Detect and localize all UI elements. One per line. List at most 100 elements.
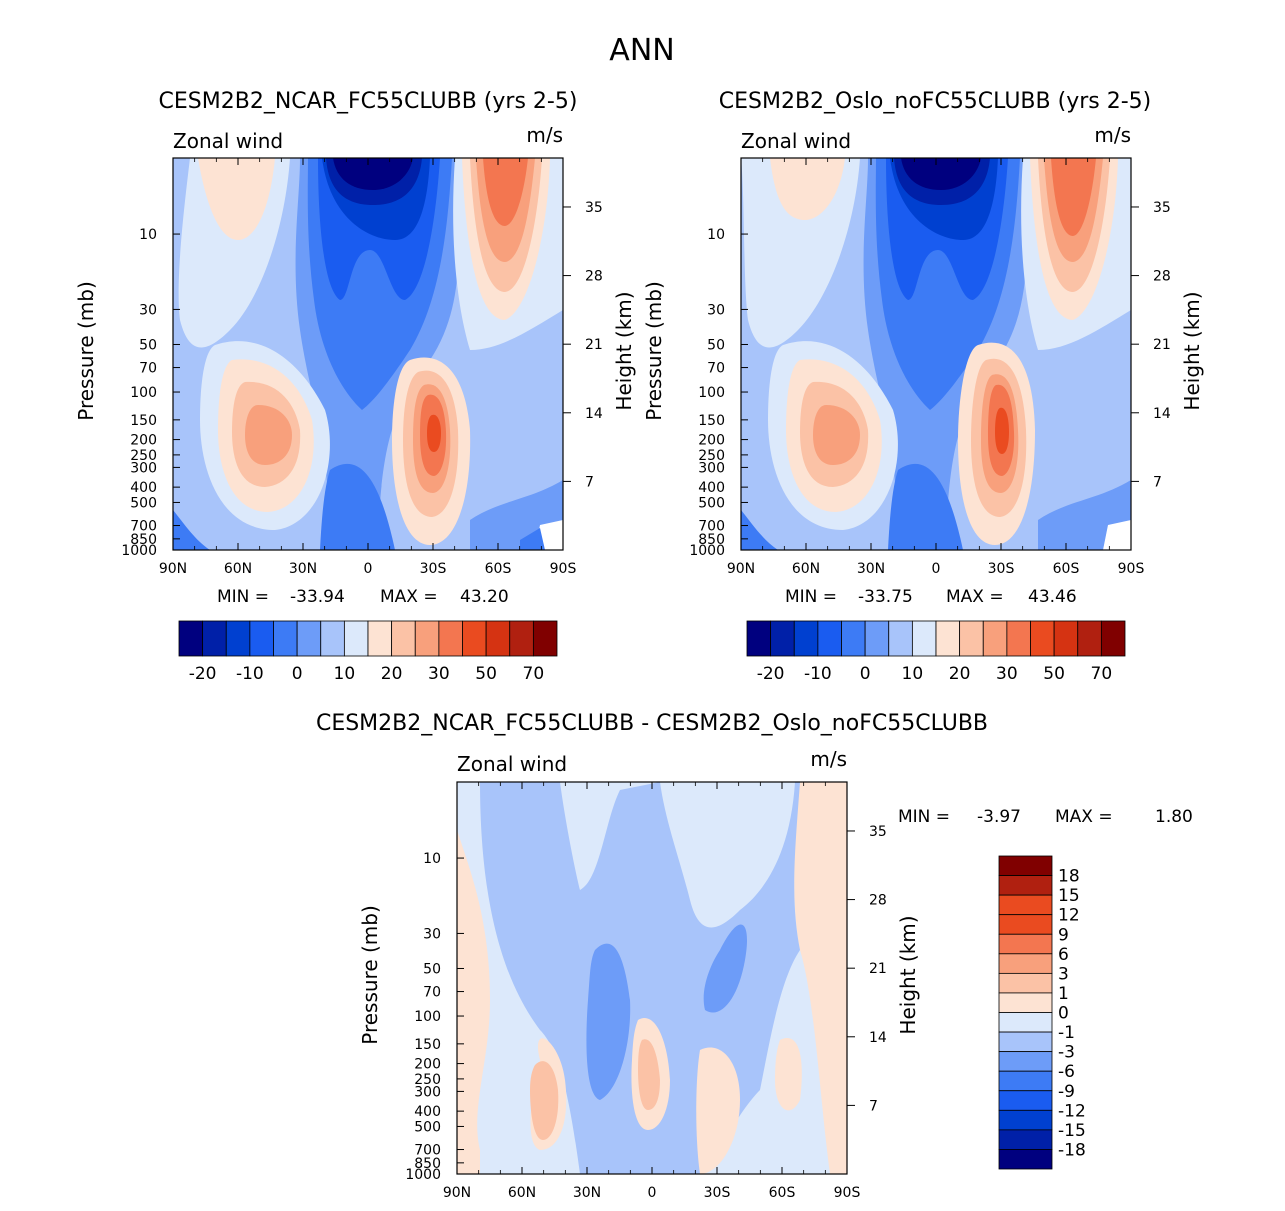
y-right-tick-label: 28 xyxy=(869,893,887,909)
colorbar-swatch xyxy=(998,1109,1053,1131)
x-tick-label: 30N xyxy=(289,561,317,577)
x-tick-label: 90N xyxy=(443,1185,471,1201)
colorbar-label: 18 xyxy=(1058,867,1080,887)
colorbar-label: 30 xyxy=(996,664,1018,684)
colorbar-swatch xyxy=(998,1051,1053,1072)
colorbar-label: -10 xyxy=(236,664,264,684)
colorbar-label: 9 xyxy=(1058,925,1069,945)
colorbar-swatch xyxy=(1053,620,1079,657)
colorbar-swatch xyxy=(746,620,772,657)
panel-diff-stats: MIN = -3.97 MAX = 1.80 xyxy=(898,807,1193,827)
colorbar-label: 30 xyxy=(428,664,450,684)
colorbar-swatch xyxy=(1030,620,1055,657)
x-tick-label: 90S xyxy=(834,1185,861,1201)
panel-ncar: CESM2B2_NCAR_FC55CLUBB (yrs 2-5) Zonal w… xyxy=(74,89,636,684)
colorbar-swatch xyxy=(935,620,961,657)
panel-oslo-ylabel: Pressure (mb) xyxy=(642,281,666,421)
y-right-tick-label: 21 xyxy=(869,961,887,977)
colorbar-swatch xyxy=(343,620,369,657)
y-tick-label: 200 xyxy=(414,1057,441,1073)
colorbar-swatch xyxy=(982,620,1008,657)
colorbar-swatch xyxy=(793,620,819,657)
y-right-tick-label: 35 xyxy=(869,824,887,840)
y-tick-label: 850 xyxy=(130,532,157,548)
panel-ncar-ylabel: Pressure (mb) xyxy=(74,281,98,421)
x-tick-label: 30S xyxy=(988,561,1015,577)
colorbar-swatch xyxy=(202,620,227,657)
colorbar-label: 50 xyxy=(475,664,497,684)
x-tick-label: 90N xyxy=(727,561,755,577)
x-tick-label: 30S xyxy=(420,561,447,577)
y-tick-label: 10 xyxy=(423,851,441,867)
colorbar-swatch xyxy=(888,620,913,657)
x-tick-label: 60N xyxy=(224,561,252,577)
colorbar-label: -9 xyxy=(1058,1082,1075,1102)
x-tick-label: 60N xyxy=(508,1185,536,1201)
colorbar-label: -18 xyxy=(1058,1140,1086,1160)
y-tick-label: 30 xyxy=(139,302,157,318)
panel-oslo-colorbar: -20 -10 0 10 20 30 50 70 xyxy=(746,620,1126,684)
panel-diff-min-value: -3.97 xyxy=(977,807,1021,827)
y-tick-label: 300 xyxy=(698,460,725,476)
panel-oslo-variable: Zonal wind xyxy=(741,129,851,153)
colorbar-swatch xyxy=(273,620,298,657)
colorbar-swatch xyxy=(998,1149,1053,1170)
colorbar-swatch xyxy=(414,620,440,657)
x-tick-label: 90S xyxy=(550,561,577,577)
x-tick-label: 60S xyxy=(485,561,512,577)
panel-diff: CESM2B2_NCAR_FC55CLUBB - CESM2B2_Oslo_no… xyxy=(316,711,1193,1201)
colorbar-swatch xyxy=(864,620,890,657)
x-tick-label: 0 xyxy=(364,561,373,577)
colorbar-label: 0 xyxy=(292,664,303,684)
panel-diff-title: CESM2B2_NCAR_FC55CLUBB - CESM2B2_Oslo_no… xyxy=(316,711,988,736)
x-tick-label: 30S xyxy=(704,1185,731,1201)
y-right-tick-label: 14 xyxy=(585,406,603,422)
y-tick-label: 50 xyxy=(707,337,725,353)
panel-oslo-min-value: -33.75 xyxy=(858,587,913,607)
colorbar-swatch xyxy=(817,620,842,657)
y-tick-label: 10 xyxy=(139,227,157,243)
y-tick-label: 150 xyxy=(698,413,725,429)
panel-oslo-stats: MIN = -33.75 MAX = 43.46 xyxy=(785,587,1077,607)
panel-oslo-max-label: MAX = xyxy=(946,587,1004,607)
colorbar-swatch xyxy=(959,620,984,657)
panel-ncar-stats: MIN = -33.94 MAX = 43.20 xyxy=(217,587,509,607)
colorbar-label: 12 xyxy=(1058,906,1080,926)
panel-ncar-units: m/s xyxy=(526,123,563,147)
panel-diff-min-label: MIN = xyxy=(898,807,950,827)
y-right-tick-label: 14 xyxy=(869,1030,887,1046)
y-tick-label: 250 xyxy=(414,1072,441,1088)
y-tick-label: 700 xyxy=(414,1143,441,1159)
y-tick-label: 70 xyxy=(707,361,725,377)
y-tick-label: 100 xyxy=(130,385,157,401)
panel-ncar-colorbar: -20 -10 0 10 20 30 50 70 xyxy=(178,620,558,684)
y-tick-label: 850 xyxy=(414,1156,441,1172)
panel-diff-contours xyxy=(457,782,847,1174)
colorbar-swatch xyxy=(998,1129,1053,1150)
y-tick-label: 100 xyxy=(698,385,725,401)
colorbar-swatch xyxy=(296,620,322,657)
colorbar-label: 0 xyxy=(1058,1004,1069,1024)
colorbar-label: -20 xyxy=(189,664,217,684)
y-tick-label: 70 xyxy=(139,361,157,377)
panel-diff-ylabel: Pressure (mb) xyxy=(358,905,382,1045)
panel-oslo-max-value: 43.46 xyxy=(1028,587,1077,607)
panel-ncar-title: CESM2B2_NCAR_FC55CLUBB (yrs 2-5) xyxy=(159,89,578,114)
colorbar-label: -6 xyxy=(1058,1062,1075,1082)
colorbar-swatch xyxy=(178,620,204,657)
y-tick-label: 400 xyxy=(698,480,725,496)
colorbar-swatch xyxy=(998,992,1053,1013)
colorbar-label: -20 xyxy=(757,664,785,684)
y-tick-label: 400 xyxy=(414,1104,441,1120)
y-right-tick-label: 7 xyxy=(869,1098,878,1114)
colorbar-swatch xyxy=(770,620,795,657)
colorbar-swatch xyxy=(532,620,558,657)
x-tick-label: 0 xyxy=(648,1185,657,1201)
y-tick-label: 1000 xyxy=(121,543,157,559)
panel-ncar-ylabel-right: Height (km) xyxy=(612,291,636,410)
panel-oslo-ylabel-right: Height (km) xyxy=(1180,291,1204,410)
panel-oslo-contours xyxy=(741,158,1131,550)
panel-diff-max-value: 1.80 xyxy=(1155,807,1193,827)
x-tick-label: 90S xyxy=(1118,561,1145,577)
